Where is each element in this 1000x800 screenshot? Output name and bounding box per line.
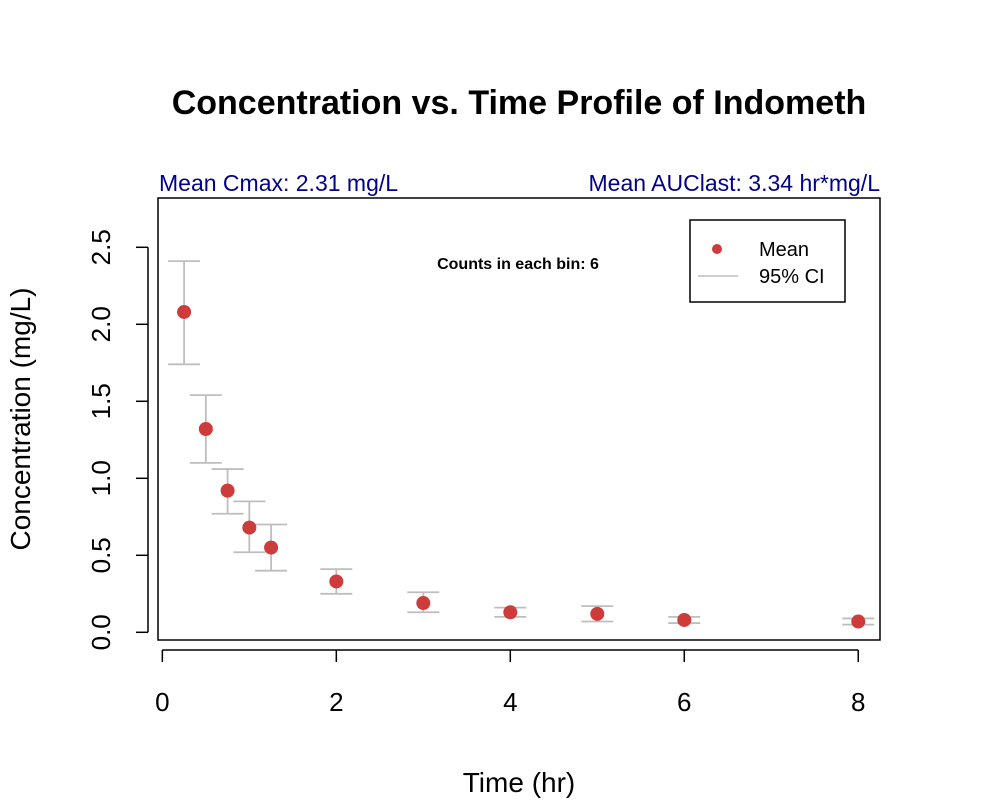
legend-mean-label: Mean	[759, 239, 809, 261]
subtitle-cmax: Mean Cmax: 2.31 mg/L	[159, 170, 398, 196]
ci-error-bars	[168, 260, 875, 626]
y-tick-label: 0.5	[86, 537, 116, 573]
x-tick-label: 8	[851, 687, 865, 717]
legend-box	[689, 219, 846, 303]
data-point	[851, 614, 866, 629]
bin-count-annotation: Counts in each bin: 6	[437, 256, 599, 273]
data-point	[177, 304, 192, 319]
data-point	[677, 612, 692, 627]
x-tick-label: 2	[329, 687, 343, 717]
data-point	[416, 596, 431, 611]
legend-ci-label: 95% CI	[759, 266, 825, 288]
y-tick-label: 1.0	[86, 460, 116, 496]
y-tick-label: 1.5	[86, 383, 116, 419]
legend-mean-marker	[712, 244, 722, 254]
data-point	[198, 422, 213, 437]
x-axis: 0 2 4 6 8	[155, 649, 865, 717]
y-axis: 0.0 0.5 1.0 1.5 2.0 2.5	[86, 229, 149, 650]
data-point	[242, 520, 257, 535]
chart-title: Concentration vs. Time Profile of Indome…	[172, 84, 867, 122]
legend: Mean 95% CI	[689, 219, 846, 303]
mean-points	[177, 304, 866, 629]
data-point	[329, 574, 344, 589]
plot-frame	[157, 197, 881, 641]
y-tick-label: 0.0	[86, 614, 116, 650]
x-tick-label: 4	[503, 687, 517, 717]
x-tick-label: 0	[155, 687, 169, 717]
data-point	[590, 606, 605, 621]
subtitle-auclast: Mean AUClast: 3.34 hr*mg/L	[589, 170, 881, 196]
data-point	[220, 483, 235, 498]
data-point	[264, 540, 279, 555]
y-tick-label: 2.0	[86, 306, 116, 342]
data-point	[503, 605, 518, 620]
x-tick-label: 6	[677, 687, 691, 717]
y-axis-title: Concentration (mg/L)	[5, 287, 36, 550]
x-axis-title: Time (hr)	[463, 767, 576, 798]
y-tick-label: 2.5	[86, 229, 116, 265]
